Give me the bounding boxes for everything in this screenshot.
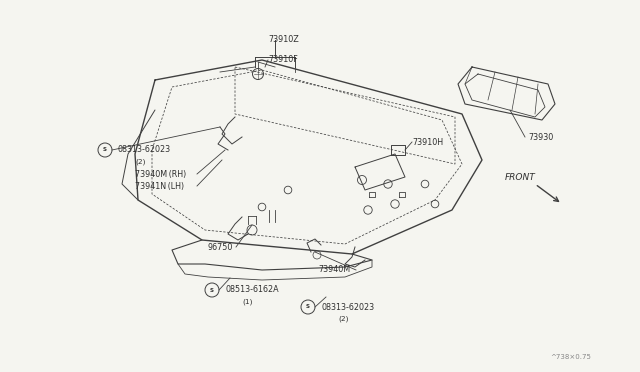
Text: (2): (2): [338, 316, 349, 322]
Text: 73940M: 73940M: [318, 266, 350, 275]
Text: S: S: [103, 148, 107, 153]
Text: 08313-62023: 08313-62023: [118, 145, 171, 154]
Text: ^738×0.75: ^738×0.75: [550, 354, 591, 360]
Text: S: S: [210, 288, 214, 292]
Text: (2): (2): [135, 159, 145, 165]
Text: 73930: 73930: [528, 132, 553, 141]
Text: 73940M (RH): 73940M (RH): [135, 170, 186, 179]
Text: 08513-6162A: 08513-6162A: [225, 285, 278, 295]
Text: 96750: 96750: [208, 243, 234, 251]
Text: 73910H: 73910H: [412, 138, 443, 147]
Text: (1): (1): [242, 299, 253, 305]
Text: 73910F: 73910F: [268, 55, 298, 64]
Text: 73910Z: 73910Z: [268, 35, 299, 45]
Text: 08313-62023: 08313-62023: [322, 302, 375, 311]
Text: S: S: [306, 305, 310, 310]
Text: 73941N (LH): 73941N (LH): [135, 182, 184, 190]
Text: FRONT: FRONT: [505, 173, 536, 182]
